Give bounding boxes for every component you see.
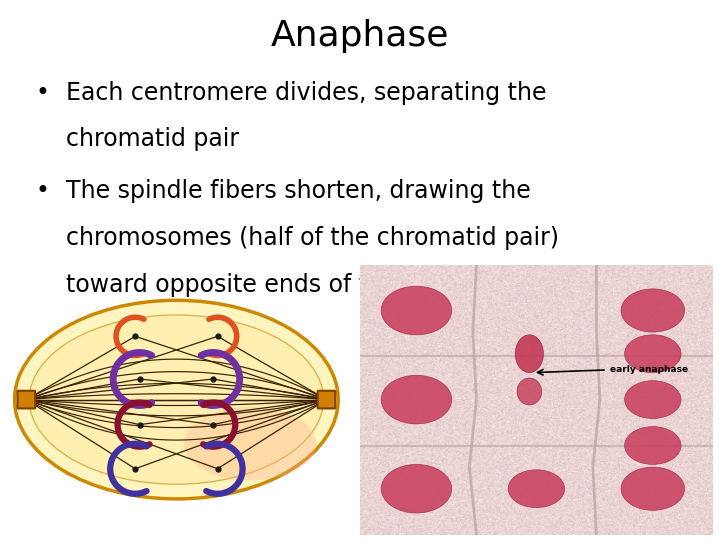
Text: Anaphase: Anaphase [271,18,449,52]
Ellipse shape [621,467,685,510]
Text: •: • [35,81,49,105]
Ellipse shape [381,286,451,335]
Ellipse shape [508,470,564,508]
Ellipse shape [517,378,541,405]
Ellipse shape [624,427,681,464]
FancyBboxPatch shape [318,391,336,408]
Ellipse shape [184,407,316,481]
Ellipse shape [624,335,681,373]
Ellipse shape [30,315,323,484]
Text: •: • [35,179,49,203]
Text: Each centromere divides, separating the: Each centromere divides, separating the [66,81,546,105]
Text: chromatid pair: chromatid pair [66,127,239,151]
Text: The spindle fibers shorten, drawing the: The spindle fibers shorten, drawing the [66,179,531,203]
Text: chromosomes (half of the chromatid pair): chromosomes (half of the chromatid pair) [66,226,559,250]
Ellipse shape [14,300,338,499]
Text: toward opposite ends of the cell: toward opposite ends of the cell [66,273,446,296]
Ellipse shape [381,375,451,424]
Ellipse shape [516,335,544,373]
FancyBboxPatch shape [17,391,35,408]
Text: early anaphase: early anaphase [611,366,688,374]
Ellipse shape [624,381,681,418]
Ellipse shape [381,464,451,513]
Ellipse shape [621,289,685,332]
